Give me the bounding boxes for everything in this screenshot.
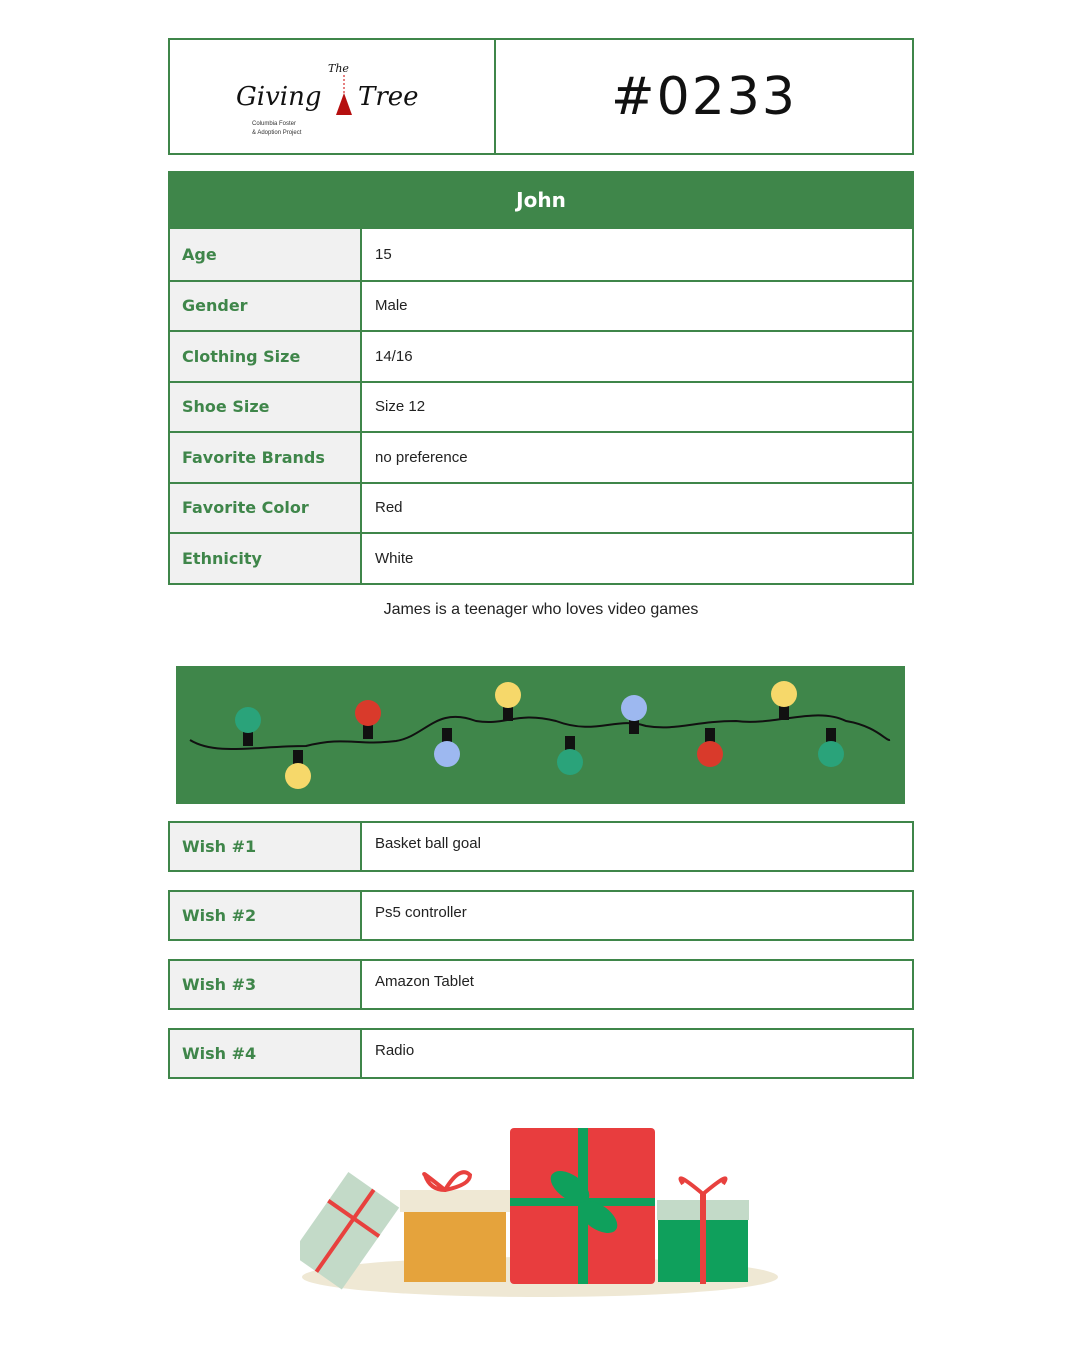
info-row: Age 15	[170, 229, 912, 280]
info-label: Favorite Brands	[170, 433, 362, 482]
info-value: no preference	[375, 448, 468, 466]
wish-label: Wish #4	[170, 1030, 362, 1077]
child-info-table: John Age 15 Gender Male Clothing Size 14/16 Sh…	[168, 171, 914, 585]
light-bulb	[285, 750, 311, 789]
svg-text:Giving: Giving	[236, 82, 321, 112]
light-bulb	[355, 700, 381, 739]
light-bulb	[818, 728, 844, 767]
info-value: White	[375, 549, 414, 567]
svg-text:The: The	[328, 62, 349, 75]
info-label: Age	[170, 229, 362, 280]
svg-text:Tree: Tree	[358, 82, 419, 112]
svg-text:& Adoption Project: & Adoption Project	[252, 130, 302, 136]
info-label: Clothing Size	[170, 332, 362, 381]
wish-value: Amazon Tablet	[375, 973, 474, 990]
info-value: Size 12	[375, 398, 426, 416]
wish-value: Radio	[375, 1042, 415, 1059]
info-value: 15	[375, 245, 392, 263]
light-wire	[189, 714, 891, 751]
giving-tree-logo: Giving The Tree Columbia Foster & Adopti…	[170, 40, 496, 153]
svg-text:Columbia Foster: Columbia Foster	[252, 121, 296, 127]
info-value: 14/16	[375, 347, 413, 365]
info-row: Favorite Color Red	[170, 481, 912, 532]
info-label: Ethnicity	[170, 534, 362, 583]
christmas-lights-illustration	[176, 666, 905, 804]
wish-row: Wish #3 Amazon Tablet	[168, 959, 914, 1010]
light-bulb	[235, 707, 261, 746]
info-label: Favorite Color	[170, 483, 362, 532]
wish-row: Wish #1 Basket ball goal	[168, 821, 914, 872]
child-bio: James is a teenager who loves video game…	[383, 601, 699, 618]
wish-label: Wish #1	[170, 823, 362, 870]
info-row: Clothing Size 14/16	[170, 330, 912, 381]
header-box: Giving The Tree Columbia Foster & Adopti…	[168, 38, 914, 155]
light-bulb	[621, 695, 647, 734]
wish-label: Wish #2	[170, 892, 362, 939]
info-row: Gender Male	[170, 279, 912, 330]
wish-value: Basket ball goal	[375, 835, 481, 852]
wish-row: Wish #4 Radio	[168, 1028, 914, 1079]
wish-value: Ps5 controller	[375, 904, 467, 921]
light-bulb	[771, 681, 797, 720]
light-bulb	[434, 728, 460, 767]
child-name: John	[170, 171, 912, 229]
gift-boxes-illustration	[291, 1122, 780, 1307]
info-row: Shoe Size Size 12	[170, 380, 912, 431]
child-number: #0233	[611, 66, 797, 127]
info-row: Favorite Brands no preference	[170, 431, 912, 482]
wish-row: Wish #2 Ps5 controller	[168, 890, 914, 941]
wish-label: Wish #3	[170, 961, 362, 1008]
info-label: Shoe Size	[170, 382, 362, 431]
info-value: Red	[375, 499, 403, 517]
light-bulb	[557, 736, 583, 775]
light-bulb	[495, 682, 521, 721]
info-value: Male	[375, 297, 408, 315]
light-bulb	[697, 728, 723, 767]
info-label: Gender	[170, 281, 362, 330]
info-row: Ethnicity White	[170, 532, 912, 583]
